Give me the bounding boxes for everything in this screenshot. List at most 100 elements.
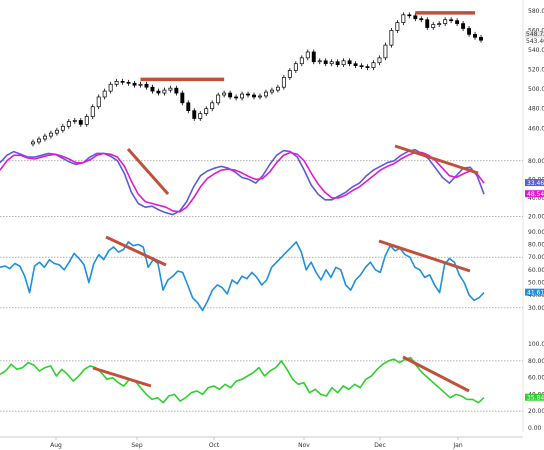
series-line — [0, 241, 485, 312]
candle-body — [347, 60, 352, 65]
candle-body — [389, 30, 394, 46]
price-panel — [31, 11, 483, 147]
price-y-tick: 560.00 — [528, 27, 544, 34]
candle-body — [114, 80, 119, 85]
price-y-tick: 540.00 — [528, 47, 544, 54]
candle-body — [144, 83, 149, 88]
divergence-trendline — [105, 235, 167, 267]
candle-body — [210, 102, 215, 110]
candle-body — [252, 94, 256, 98]
candle-body — [335, 61, 340, 66]
candle-body — [275, 86, 280, 91]
candle-body — [246, 93, 250, 96]
candle-body — [264, 91, 268, 97]
candle-body — [48, 132, 53, 137]
candle-body — [413, 15, 418, 20]
price-last-value: 543.40 — [526, 38, 544, 45]
divergence-trendline — [126, 148, 170, 195]
candle-body — [84, 116, 89, 125]
candle-body — [120, 80, 125, 83]
candle-body — [281, 77, 286, 88]
candle-body — [66, 121, 71, 127]
candle-body — [204, 108, 209, 114]
candle-body — [437, 23, 442, 25]
price-y-tick: 500.00 — [528, 86, 544, 93]
candle-body — [96, 96, 101, 108]
x-tick-label: Sep — [131, 442, 143, 449]
candle-body — [317, 60, 322, 63]
candle-body — [395, 22, 400, 31]
candle-body — [461, 23, 466, 29]
panel-y-tick: 0.00 — [528, 425, 542, 432]
candle-body — [479, 36, 483, 41]
candle-body — [323, 60, 328, 65]
candle-body — [383, 44, 388, 59]
candle-body — [168, 87, 173, 91]
candle-body — [371, 62, 376, 68]
candle-body — [353, 63, 358, 67]
candle-body — [192, 110, 197, 119]
candle-body — [37, 138, 41, 143]
candle-body — [311, 51, 316, 63]
candle-body — [443, 19, 448, 24]
candle-body — [186, 102, 191, 112]
candle-body — [102, 90, 107, 98]
x-tick-label: Aug — [50, 442, 62, 449]
candle-body — [473, 34, 477, 38]
candle-body — [341, 60, 346, 66]
candle-body — [401, 14, 406, 23]
candle-body — [228, 92, 233, 98]
divergence-trendline — [92, 366, 152, 388]
candle-body — [216, 94, 221, 104]
candle-body — [126, 81, 131, 84]
last-value: 48.54 — [527, 191, 544, 198]
panel-y-tick: 60.00 — [528, 267, 544, 274]
candle-body — [419, 18, 424, 21]
candle-body — [287, 70, 292, 78]
candle-body — [431, 24, 436, 28]
candle-body — [240, 93, 245, 99]
candle-body — [222, 92, 227, 96]
x-tick-label: Oct — [209, 442, 220, 449]
candle-body — [467, 28, 472, 35]
candle-body — [60, 125, 65, 131]
panel-y-tick: 80.00 — [528, 358, 544, 365]
series-line — [0, 356, 485, 404]
stochastic-panel — [0, 355, 523, 412]
candle-body — [407, 14, 412, 17]
price-y-tick: 460.00 — [528, 125, 544, 132]
candle-body — [108, 83, 113, 92]
candle-body — [42, 135, 47, 140]
last-value-badge — [525, 179, 544, 187]
panel-y-tick: 40.00 — [528, 292, 544, 299]
panel-y-tick: 20.00 — [528, 408, 544, 415]
panel-y-tick: 20.00 — [528, 213, 544, 220]
last-value-badge — [525, 190, 544, 198]
panel-y-tick: 40.00 — [528, 195, 544, 202]
candle-body — [258, 95, 262, 98]
panel-y-tick: 30.00 — [528, 305, 544, 312]
candle-body — [156, 90, 161, 94]
x-tick-label: Jan — [452, 442, 462, 449]
candle-body — [150, 86, 155, 92]
candle-body — [365, 66, 370, 68]
oscillator-panel — [0, 144, 523, 217]
candle-body — [174, 87, 179, 94]
panel-y-tick: 50.00 — [528, 280, 544, 287]
candle-body — [72, 120, 77, 122]
candle-body — [78, 120, 83, 125]
series-line — [0, 148, 485, 216]
panel-y-tick: 80.00 — [528, 158, 544, 165]
candle-body — [299, 57, 304, 65]
candle-body — [180, 92, 185, 104]
candle-body — [54, 129, 59, 134]
price-last-value-badge — [525, 31, 544, 38]
rsi-panel — [0, 235, 523, 312]
panel-y-tick: 100.00 — [528, 341, 544, 348]
last-value: 35.84 — [527, 395, 544, 402]
x-tick-label: Dec — [374, 442, 386, 449]
last-value-badge — [525, 288, 544, 296]
candle-body — [90, 106, 95, 117]
